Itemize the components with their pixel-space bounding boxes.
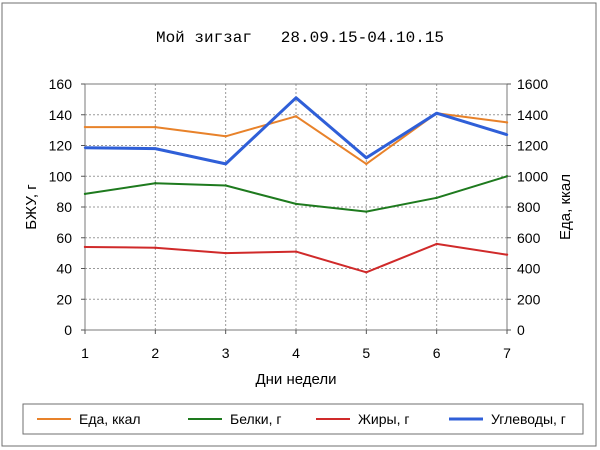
left-y-tick-label: 160 <box>49 76 73 92</box>
left-y-tick-label: 40 <box>56 261 72 277</box>
data-point <box>294 202 298 206</box>
data-point <box>83 245 87 249</box>
data-point <box>224 135 227 138</box>
data-point <box>505 253 509 256</box>
legend-box <box>22 403 584 435</box>
left-y-tick-label: 20 <box>56 291 72 307</box>
data-point <box>365 271 368 274</box>
data-point <box>294 115 298 118</box>
data-point <box>224 251 227 255</box>
data-point <box>224 162 227 166</box>
left-y-tick-label: 120 <box>49 138 73 154</box>
legend-label: Белки, г <box>230 411 282 427</box>
x-tick-label: 1 <box>81 345 89 361</box>
right-y-tick-label: 800 <box>517 199 541 215</box>
left-y-tick-label: 0 <box>64 322 72 338</box>
right-y-tick-label: 0 <box>517 322 525 338</box>
x-axis-title: Дни недели <box>255 371 336 388</box>
data-point <box>154 246 157 249</box>
legend: Еда, ккал Белки, г Жиры, г Углеводы, г <box>22 403 584 435</box>
right-y-axis-title: Еда, ккал <box>557 174 574 240</box>
x-tick-label: 4 <box>292 345 300 361</box>
left-y-tick-label: 140 <box>49 107 73 123</box>
plot-area <box>83 83 509 331</box>
left-y-tick-label: 80 <box>56 199 72 215</box>
chart-title: Мой зигзаг 28.09.15-04.10.15 <box>156 29 444 47</box>
data-point <box>365 156 368 159</box>
right-y-tick-label: 1400 <box>517 107 548 123</box>
data-point <box>435 196 438 199</box>
data-point <box>294 96 298 100</box>
data-point <box>83 192 87 196</box>
x-axis: 1 2 3 4 5 6 7 <box>81 330 511 361</box>
data-point <box>224 184 227 187</box>
data-point <box>365 210 368 213</box>
data-point <box>505 133 509 136</box>
left-y-axis: 0 20 40 60 80 100 120 140 160 <box>49 76 85 338</box>
x-tick-label: 6 <box>433 345 441 361</box>
x-tick-label: 7 <box>503 345 511 361</box>
data-point <box>154 125 157 129</box>
right-y-tick-label: 600 <box>517 230 541 246</box>
right-y-tick-label: 1600 <box>517 76 548 92</box>
data-point <box>83 146 87 150</box>
data-point <box>83 125 87 129</box>
data-point <box>435 112 438 115</box>
legend-label: Жиры, г <box>358 411 409 427</box>
data-point <box>154 147 157 150</box>
right-y-tick-label: 400 <box>517 261 541 277</box>
left-y-tick-label: 60 <box>56 230 72 246</box>
x-tick-label: 5 <box>362 345 370 361</box>
left-y-axis-title: БЖУ, г <box>23 184 40 230</box>
data-point <box>505 121 509 124</box>
data-point <box>294 250 298 253</box>
data-point <box>154 181 157 185</box>
x-tick-label: 3 <box>222 345 230 361</box>
right-y-tick-label: 1000 <box>517 168 548 184</box>
legend-label: Углеводы, г <box>491 411 566 427</box>
x-tick-label: 2 <box>151 345 159 361</box>
right-y-axis: 0 200 400 600 800 1000 1200 1400 1600 <box>507 76 548 338</box>
data-point <box>435 242 438 246</box>
right-y-tick-label: 200 <box>517 291 541 307</box>
grid-lines <box>85 84 507 330</box>
right-y-tick-label: 1200 <box>517 138 548 154</box>
left-y-tick-label: 100 <box>49 168 73 184</box>
data-point <box>365 162 368 166</box>
legend-label: Еда, ккал <box>79 411 141 427</box>
series-lines <box>83 96 509 274</box>
